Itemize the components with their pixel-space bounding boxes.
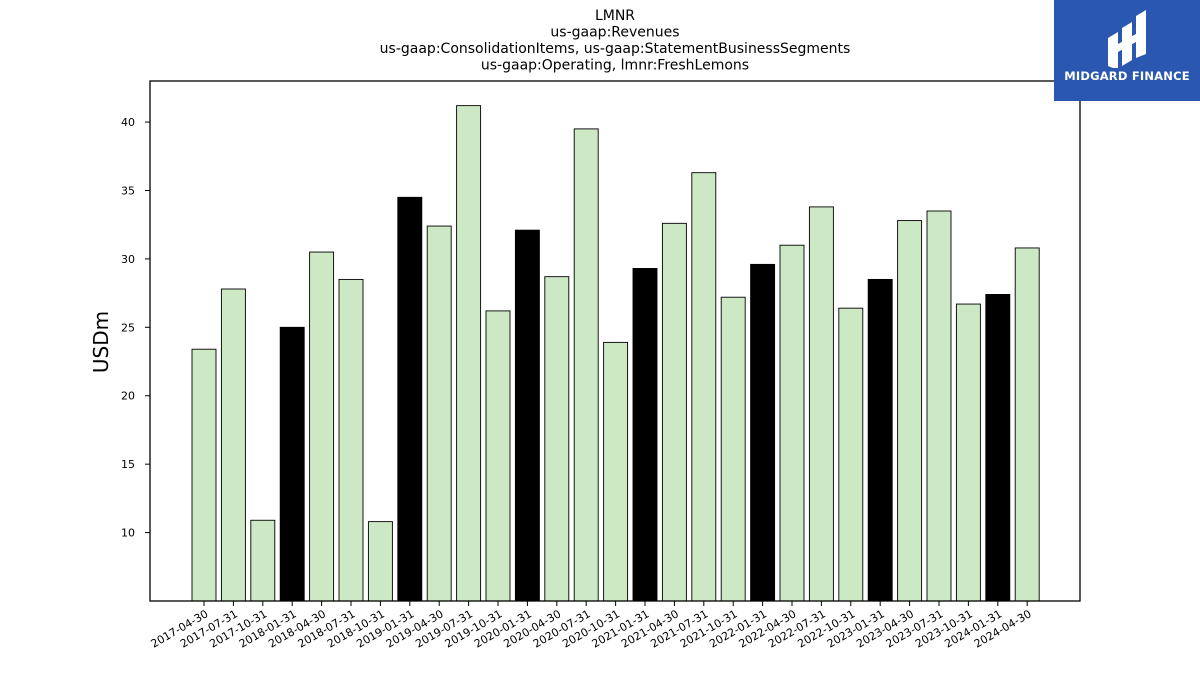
y-axis-label: USDm bbox=[89, 311, 113, 373]
bar bbox=[955, 303, 981, 602]
bar bbox=[985, 294, 1011, 602]
y-tick-label: 20 bbox=[121, 390, 135, 403]
y-tick-label: 15 bbox=[121, 458, 135, 471]
bar bbox=[661, 222, 687, 602]
title-line: LMNR bbox=[595, 8, 635, 24]
bar bbox=[897, 220, 923, 602]
plot-frame bbox=[149, 80, 1081, 602]
bar bbox=[191, 348, 217, 602]
bar bbox=[691, 172, 717, 602]
bar bbox=[309, 251, 335, 602]
bar bbox=[367, 521, 393, 602]
bar bbox=[456, 105, 482, 602]
midgard-logo-icon bbox=[1108, 10, 1146, 68]
logo-wordmark: MIDGARD FINANCE bbox=[1064, 69, 1190, 83]
bar bbox=[838, 307, 864, 602]
bar bbox=[426, 225, 452, 602]
title-line: us-gaap:ConsolidationItems, us-gaap:Stat… bbox=[380, 41, 851, 57]
chart-title: LMNRus-gaap:Revenuesus-gaap:Consolidatio… bbox=[380, 8, 851, 74]
bar bbox=[250, 519, 276, 602]
y-tick-label: 35 bbox=[121, 184, 135, 197]
midgard-finance-logo: MIDGARD FINANCE bbox=[1054, 0, 1200, 101]
bar bbox=[926, 210, 952, 602]
bar bbox=[338, 278, 364, 602]
bar bbox=[220, 288, 246, 602]
bar bbox=[514, 229, 540, 602]
bar bbox=[867, 278, 893, 602]
bar bbox=[603, 341, 629, 602]
bar bbox=[808, 206, 834, 602]
y-tick-label: 10 bbox=[121, 527, 135, 540]
bars-group bbox=[191, 105, 1040, 602]
title-line: us-gaap:Operating, lmnr:FreshLemons bbox=[481, 58, 749, 74]
bar bbox=[544, 276, 570, 602]
y-tick-label: 25 bbox=[121, 321, 135, 334]
y-axis: 10 15 20 25 30 35 40 bbox=[121, 116, 150, 540]
y-tick-label: 30 bbox=[121, 253, 135, 266]
title-line: us-gaap:Revenues bbox=[550, 25, 679, 41]
bar bbox=[485, 310, 511, 602]
bar bbox=[779, 244, 805, 602]
bar bbox=[1014, 247, 1040, 602]
x-axis: 2017-04-302017-07-312017-10-312018-01-31… bbox=[149, 601, 1034, 651]
bar bbox=[573, 128, 599, 602]
bar bbox=[750, 263, 776, 602]
bar bbox=[397, 196, 423, 602]
y-tick-label: 40 bbox=[121, 116, 135, 129]
bar bbox=[720, 296, 746, 602]
bar bbox=[279, 326, 305, 602]
bar bbox=[632, 268, 658, 602]
